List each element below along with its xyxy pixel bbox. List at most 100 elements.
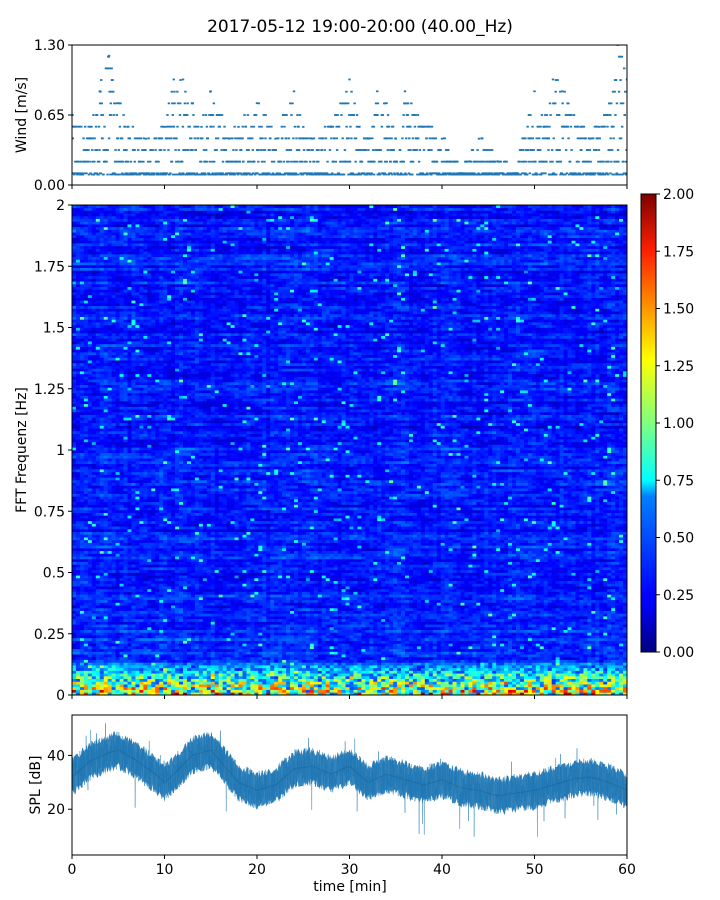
spectrogram-cell bbox=[560, 690, 564, 693]
spectrogram-cell bbox=[278, 662, 282, 665]
spectrogram-cell bbox=[199, 679, 203, 682]
spectrogram-cell bbox=[540, 638, 544, 641]
spectrogram-cell bbox=[540, 673, 544, 676]
spectrogram-cell bbox=[278, 651, 282, 654]
spectrogram-cell bbox=[488, 673, 492, 676]
spectrogram-cell bbox=[274, 687, 278, 690]
spectrogram-cell bbox=[575, 684, 579, 687]
spectrogram-cell bbox=[342, 643, 346, 646]
spectrogram-cell bbox=[512, 673, 516, 676]
spectrogram-cell bbox=[72, 676, 76, 679]
spectrogram-cell bbox=[131, 690, 135, 693]
spectrogram-cell bbox=[187, 646, 191, 649]
spectrogram-cell bbox=[484, 681, 488, 684]
spectrogram-cell bbox=[579, 662, 583, 665]
spectrogram-cell bbox=[191, 687, 195, 690]
spectrogram-cell bbox=[393, 632, 397, 635]
spectrogram-cell bbox=[290, 687, 294, 690]
spectrogram-cell bbox=[278, 684, 282, 687]
wind-point bbox=[197, 126, 199, 128]
spectrogram-cell bbox=[203, 668, 207, 671]
spectrogram-cell bbox=[199, 660, 203, 663]
wind-point bbox=[367, 149, 369, 151]
spectrogram-cell bbox=[112, 673, 116, 676]
spectrogram-cell bbox=[544, 690, 548, 693]
spectrogram-cell bbox=[429, 638, 433, 641]
wind-point bbox=[621, 126, 623, 128]
spectrogram-cell bbox=[298, 651, 302, 654]
spectrogram-cell bbox=[131, 641, 135, 644]
spectrogram-cell bbox=[155, 662, 159, 665]
spectrogram-cell bbox=[528, 662, 532, 665]
spectrogram-cell bbox=[167, 668, 171, 671]
spectrogram-cell bbox=[242, 660, 246, 663]
spectrogram-cell bbox=[254, 671, 258, 674]
spectrogram-cell bbox=[429, 673, 433, 676]
spectrogram-cell bbox=[564, 660, 568, 663]
spectrogram-cell bbox=[147, 657, 151, 660]
spectrogram-cell bbox=[464, 635, 468, 638]
spectrogram-cell bbox=[294, 641, 298, 644]
spectrogram-cell bbox=[294, 654, 298, 657]
wind-point bbox=[203, 149, 205, 151]
spectrogram-cell bbox=[322, 668, 326, 671]
spectrogram-cell bbox=[179, 673, 183, 676]
spectrogram-cell bbox=[591, 632, 595, 635]
spectrogram-cell bbox=[488, 641, 492, 644]
wind-point bbox=[140, 137, 142, 139]
spectrogram-cell bbox=[433, 638, 437, 641]
spectrogram-cell bbox=[512, 649, 516, 652]
spectrogram-cell bbox=[425, 632, 429, 635]
spectrogram-cell bbox=[84, 649, 88, 652]
spectrogram-cell bbox=[350, 671, 354, 674]
spectrogram-cell bbox=[449, 641, 453, 644]
spectrogram-cell bbox=[207, 651, 211, 654]
spectrogram-cell bbox=[84, 673, 88, 676]
spectrogram-cell bbox=[516, 665, 520, 668]
spectrogram-cell bbox=[116, 632, 120, 635]
spectrogram-cell bbox=[591, 684, 595, 687]
spectrogram-cell bbox=[116, 665, 120, 668]
spectrogram-cell bbox=[433, 679, 437, 682]
spectrogram-cell bbox=[326, 684, 330, 687]
spectrogram-cell bbox=[421, 684, 425, 687]
spectrogram-cell bbox=[143, 643, 147, 646]
spectrogram-cell bbox=[258, 679, 262, 682]
spectrogram-cell bbox=[298, 673, 302, 676]
wind-point bbox=[303, 149, 305, 151]
spectrogram-cell bbox=[322, 673, 326, 676]
spectrogram-cell bbox=[246, 635, 250, 638]
spectrogram-cell bbox=[242, 641, 246, 644]
spectrogram-cell bbox=[92, 662, 96, 665]
spectrogram-cell bbox=[163, 632, 167, 635]
spectrogram-cell bbox=[401, 657, 405, 660]
spectrogram-cell bbox=[135, 662, 139, 665]
spectrogram-cell bbox=[199, 665, 203, 668]
spectrogram-cell bbox=[171, 632, 175, 635]
spectrogram-cell bbox=[532, 641, 536, 644]
spectrogram-cell bbox=[302, 665, 306, 668]
spectrogram-cell bbox=[425, 679, 429, 682]
spectrogram-cell bbox=[488, 676, 492, 679]
spectrogram-cell bbox=[266, 654, 270, 657]
spectrogram-cell bbox=[92, 660, 96, 663]
spectrogram-cell bbox=[278, 681, 282, 684]
spectrogram-cell bbox=[476, 635, 480, 638]
spectrogram-cell bbox=[274, 643, 278, 646]
spectrogram-cell bbox=[235, 660, 239, 663]
spectrogram-cell bbox=[219, 657, 223, 660]
wind-point bbox=[371, 172, 373, 174]
spectrogram-cell bbox=[599, 665, 603, 668]
spectrogram-cell bbox=[377, 684, 381, 687]
spectrogram-cell bbox=[488, 649, 492, 652]
spectrogram-cell bbox=[254, 632, 258, 635]
spectrogram-cell bbox=[587, 632, 591, 635]
wind-point bbox=[232, 149, 234, 151]
spectrogram-cell bbox=[239, 668, 243, 671]
wind-point bbox=[520, 161, 522, 163]
spectrogram-cell bbox=[235, 646, 239, 649]
wind-point bbox=[349, 126, 351, 128]
wind-point bbox=[115, 161, 117, 163]
wind-point bbox=[330, 126, 332, 128]
spectrogram-cell bbox=[96, 657, 100, 660]
